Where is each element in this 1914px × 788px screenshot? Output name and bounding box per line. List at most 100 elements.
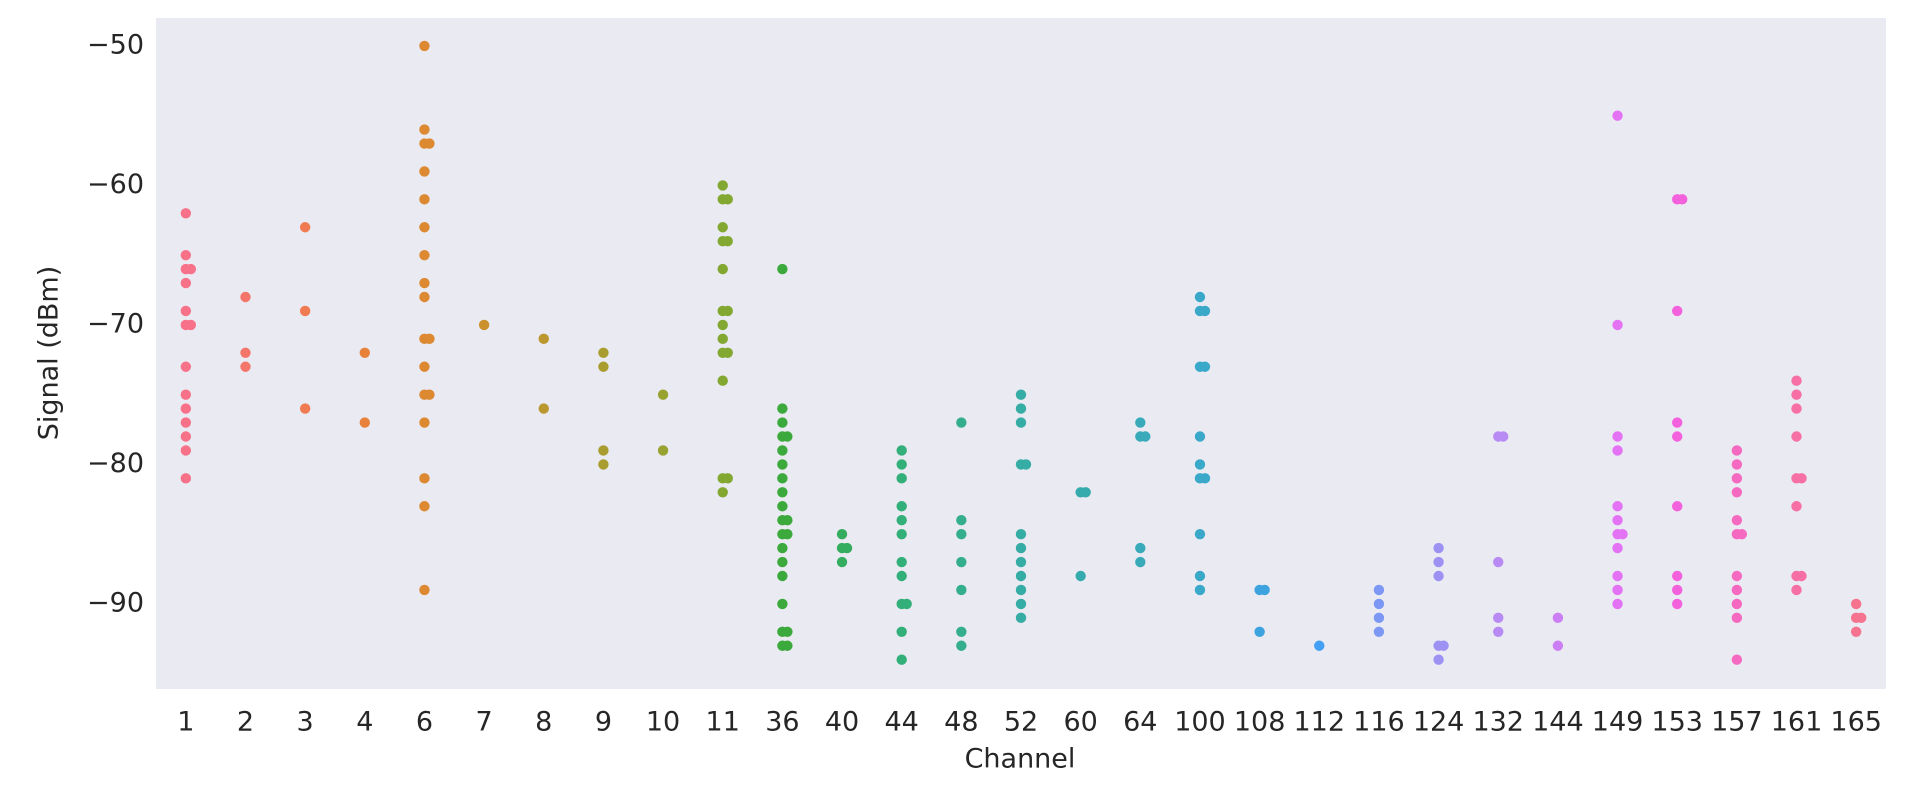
point [777, 473, 788, 484]
point [896, 556, 907, 568]
point [185, 263, 197, 275]
point [1617, 528, 1628, 540]
point [956, 515, 967, 526]
point [1075, 570, 1086, 582]
point [1259, 584, 1270, 596]
point [1373, 584, 1385, 596]
point [1135, 542, 1146, 554]
x-tick-label: 100 [1174, 707, 1226, 738]
x-tick-label: 3 [297, 707, 314, 738]
point [1612, 570, 1623, 582]
point [1199, 305, 1211, 317]
point [1612, 515, 1623, 526]
point [717, 375, 728, 386]
point [722, 305, 733, 317]
point [419, 473, 430, 484]
x-tick-label: 11 [706, 707, 740, 738]
point [180, 445, 192, 456]
point [1612, 501, 1623, 512]
point [1194, 431, 1206, 442]
point [956, 640, 967, 651]
point [180, 249, 192, 261]
point [1796, 473, 1807, 484]
point [1194, 459, 1206, 470]
point [1433, 570, 1444, 582]
point [180, 473, 192, 484]
point [1731, 584, 1743, 596]
point [1314, 640, 1325, 651]
point [240, 347, 251, 359]
point [1015, 584, 1027, 596]
point [1015, 612, 1027, 624]
point [1194, 291, 1206, 303]
point [1140, 431, 1151, 442]
point [777, 417, 788, 428]
point [240, 361, 251, 372]
x-tick-label: 8 [535, 707, 552, 738]
point [1612, 110, 1623, 121]
point [722, 194, 733, 205]
y-tick-label: −60 [87, 169, 144, 200]
x-tick-label: 1 [177, 707, 194, 738]
y-tick-label: −80 [87, 448, 144, 479]
x-axis-label: Channel [965, 744, 1076, 775]
point [777, 445, 788, 456]
point [1552, 640, 1564, 651]
point [1791, 584, 1802, 596]
point [782, 640, 793, 651]
point [419, 222, 430, 233]
point [657, 389, 669, 400]
point [777, 556, 788, 568]
point [1194, 570, 1206, 582]
point [836, 556, 848, 568]
point [896, 459, 907, 470]
point [1855, 612, 1867, 624]
point [896, 570, 907, 582]
point [717, 222, 728, 233]
x-tick-label: 60 [1063, 707, 1097, 738]
point [1433, 556, 1444, 568]
x-tick-label: 132 [1472, 707, 1524, 738]
y-tick-label: −90 [87, 587, 144, 618]
point [419, 501, 430, 512]
point [419, 584, 430, 596]
point [1791, 501, 1802, 512]
point [1135, 556, 1146, 568]
point [1731, 473, 1743, 484]
point [1015, 570, 1027, 582]
point [1552, 612, 1564, 624]
x-tick-label: 112 [1294, 707, 1346, 738]
point [717, 487, 728, 498]
point [180, 431, 192, 442]
point [956, 528, 967, 540]
point [777, 598, 788, 610]
y-axis-label: Signal (dBm) [34, 266, 65, 441]
point [1015, 417, 1027, 428]
point [956, 584, 967, 596]
point [1194, 528, 1206, 540]
point [1199, 473, 1211, 484]
point [722, 473, 733, 484]
x-tick-label: 10 [646, 707, 680, 738]
point [1493, 626, 1504, 638]
point [299, 305, 311, 317]
point [1373, 598, 1385, 610]
point [841, 542, 853, 554]
point [896, 528, 907, 540]
x-tick-label: 161 [1771, 707, 1823, 738]
point [1194, 584, 1206, 596]
point [419, 277, 430, 289]
x-tick-label: 6 [416, 707, 433, 738]
x-tick-label: 7 [476, 707, 493, 738]
point [359, 417, 370, 428]
point [1731, 654, 1743, 665]
point [1672, 570, 1683, 582]
point [1672, 431, 1683, 442]
point [896, 515, 907, 526]
point [896, 654, 907, 665]
x-tick-label: 64 [1123, 707, 1157, 738]
point [1015, 542, 1027, 554]
x-tick-label: 48 [944, 707, 978, 738]
point [359, 347, 370, 359]
point [1015, 556, 1027, 568]
